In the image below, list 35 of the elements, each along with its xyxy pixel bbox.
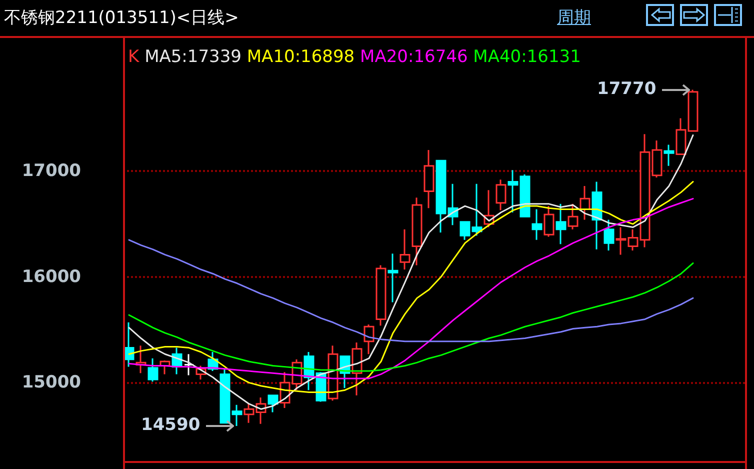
- candlestick: [568, 203, 578, 230]
- text: MA40:16131: [473, 47, 581, 67]
- candlestick: [184, 353, 194, 376]
- y-tick-label: 15000: [22, 372, 82, 393]
- candlestick: [544, 205, 554, 238]
- candlestick: [124, 322, 134, 368]
- text: MA5:17339: [144, 47, 242, 67]
- chart-title: 不锈钢2211(013511)<日线>: [4, 7, 239, 29]
- text: MA10:16898: [246, 47, 356, 67]
- candlestick: [352, 342, 362, 396]
- candlestick: [556, 203, 566, 245]
- text: MA20:16746: [360, 47, 469, 67]
- candlestick: [412, 196, 422, 266]
- line-series: [128, 239, 694, 342]
- text: 周期: [557, 7, 591, 29]
- candlestick: [532, 208, 542, 241]
- candlestick: [388, 252, 398, 304]
- candlestick: [592, 180, 602, 250]
- candlestick: [604, 219, 614, 252]
- candlestick: [580, 185, 590, 221]
- y-tick-label: 16000: [22, 266, 82, 287]
- candlestick: [148, 358, 158, 382]
- text: K: [128, 47, 140, 67]
- candlestick: [496, 178, 506, 212]
- y-tick-label: 17000: [22, 161, 82, 182]
- candlestick: [400, 228, 410, 270]
- line-series: [128, 262, 694, 372]
- candlestick: [664, 144, 674, 167]
- line-series: [128, 134, 694, 410]
- candlestick: [364, 324, 374, 355]
- candlestick: [268, 394, 278, 414]
- annotation: 14590: [141, 415, 200, 436]
- candlestick: [376, 264, 386, 326]
- candlestick: [424, 149, 434, 209]
- annotation: 17770: [597, 78, 656, 99]
